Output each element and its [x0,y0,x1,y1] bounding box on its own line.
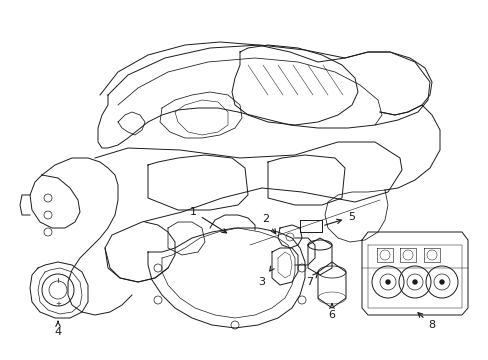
Text: 5: 5 [324,212,354,225]
Text: 1: 1 [190,207,226,233]
Text: 7: 7 [305,273,317,287]
Circle shape [439,280,443,284]
Circle shape [412,280,416,284]
Text: 8: 8 [417,313,434,330]
Text: 3: 3 [258,266,274,287]
Text: 4: 4 [54,321,61,337]
Text: 6: 6 [328,304,335,320]
Circle shape [385,280,389,284]
Text: 2: 2 [262,214,275,234]
Text: +: + [55,301,61,307]
